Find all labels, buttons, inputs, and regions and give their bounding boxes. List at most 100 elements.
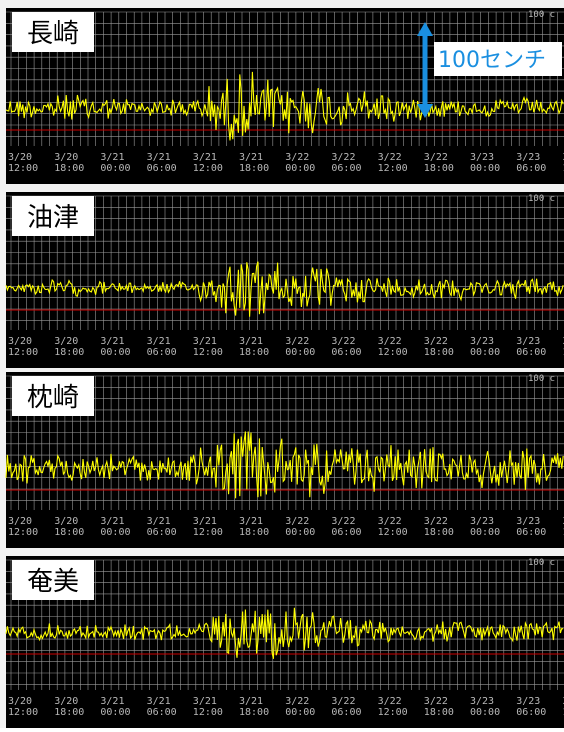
tick-label-time: 00:00 <box>470 527 500 538</box>
tick-label-time: 00:00 <box>100 707 130 718</box>
tick-label-time: 00:00 <box>285 707 315 718</box>
tick-label-time: 18:00 <box>239 347 269 358</box>
tick-label-date: 3/21 <box>239 516 263 527</box>
scale-arrow-group: 100センチ <box>417 22 562 118</box>
tick-label-date: 3/22 <box>424 152 448 163</box>
tick-label-time: 18:00 <box>239 527 269 538</box>
tick-label-time: 00:00 <box>285 163 315 174</box>
tick-label-time: 12:00 <box>562 163 564 174</box>
tick-label-date: 3/22 <box>285 152 309 163</box>
tick-label-time: 06:00 <box>331 707 361 718</box>
tick-label-date: 3/21 <box>100 696 124 707</box>
tick-label-time: 12:00 <box>8 527 38 538</box>
tick-label-time: 00:00 <box>470 707 500 718</box>
tide-signal-line <box>5 71 564 141</box>
tick-label-date: 3/22 <box>424 336 448 347</box>
station-label: 枕崎 <box>27 383 79 413</box>
tick-label-time: 18:00 <box>54 527 84 538</box>
tick-label-time: 12:00 <box>378 347 408 358</box>
tick-label-date: 3/23 <box>470 696 494 707</box>
station-label: 油津 <box>27 203 79 233</box>
tick-label-date: 3/21 <box>100 152 124 163</box>
tick-label-time: 00:00 <box>470 163 500 174</box>
tick-label-date: 3/21 <box>100 516 124 527</box>
tick-label-date: 3/20 <box>8 336 32 347</box>
panel-background <box>6 556 564 728</box>
tick-label-date: 3/23 <box>470 152 494 163</box>
tick-label-date: 3/21 <box>239 696 263 707</box>
tick-label-time: 12:00 <box>378 707 408 718</box>
tick-label-date: 3/22 <box>424 696 448 707</box>
tick-label-time: 00:00 <box>470 347 500 358</box>
tick-label-date: 3/21 <box>193 152 217 163</box>
tick-label-date: 3/20 <box>54 696 78 707</box>
station-label-box <box>12 196 94 236</box>
tick-label-time: 18:00 <box>239 707 269 718</box>
panel-background <box>6 8 564 184</box>
tick-label-date: 3/22 <box>331 696 355 707</box>
tick-label-time: 12:00 <box>8 707 38 718</box>
tick-label-date: 3/23 <box>562 696 564 707</box>
tick-label-date: 3/23 <box>562 152 564 163</box>
tick-label-date: 3/23 <box>470 516 494 527</box>
scale-corner-label: 100 c <box>528 10 555 20</box>
tide-signal-line <box>5 431 564 499</box>
tide-panel: 100 c3/2012:003/2018:003/2100:003/2106:0… <box>5 8 564 184</box>
station-label-box <box>12 376 94 416</box>
tick-label-time: 12:00 <box>562 707 564 718</box>
tick-label-time: 12:00 <box>378 163 408 174</box>
tick-label-date: 3/21 <box>100 336 124 347</box>
tick-label-time: 00:00 <box>100 347 130 358</box>
tick-label-date: 3/21 <box>147 696 171 707</box>
scale-arrow-down-head <box>417 104 433 118</box>
scale-arrow-up-head <box>417 22 433 36</box>
tick-label-date: 3/20 <box>8 696 32 707</box>
tick-label-date: 3/23 <box>516 152 540 163</box>
tick-label-date: 3/21 <box>147 336 171 347</box>
tick-label-time: 06:00 <box>516 527 546 538</box>
tick-label-time: 18:00 <box>424 163 454 174</box>
tick-label-time: 18:00 <box>54 707 84 718</box>
tick-label-time: 06:00 <box>516 707 546 718</box>
tick-label-time: 12:00 <box>8 347 38 358</box>
station-label: 奄美 <box>27 567 79 597</box>
tick-label-date: 3/21 <box>147 516 171 527</box>
scale-label-box <box>434 42 562 76</box>
scale-label: 100センチ <box>438 48 546 73</box>
tick-label-time: 00:00 <box>100 163 130 174</box>
tick-label-time: 18:00 <box>424 707 454 718</box>
tick-label-date: 3/23 <box>516 696 540 707</box>
tick-label-time: 12:00 <box>193 707 223 718</box>
panel-background <box>6 192 564 368</box>
tick-label-date: 3/21 <box>193 516 217 527</box>
tick-label-date: 3/23 <box>516 336 540 347</box>
tide-panel: 100 c3/2012:003/2018:003/2100:003/2106:0… <box>5 556 564 728</box>
tick-label-time: 12:00 <box>562 347 564 358</box>
tick-label-date: 3/22 <box>331 516 355 527</box>
tick-label-date: 3/20 <box>8 516 32 527</box>
scale-corner-label: 100 c <box>528 558 555 568</box>
tick-label-date: 3/23 <box>516 516 540 527</box>
tick-label-date: 3/22 <box>378 152 402 163</box>
tick-label-date: 3/21 <box>147 152 171 163</box>
tick-label-time: 06:00 <box>516 347 546 358</box>
station-label-box <box>12 560 94 600</box>
tick-label-date: 3/22 <box>331 152 355 163</box>
tick-label-time: 12:00 <box>193 163 223 174</box>
tick-label-date: 3/21 <box>239 336 263 347</box>
tick-label-time: 12:00 <box>378 527 408 538</box>
tide-signal-line <box>5 607 564 660</box>
tick-label-time: 06:00 <box>147 347 177 358</box>
tick-label-time: 18:00 <box>424 347 454 358</box>
scale-corner-label: 100 c <box>528 194 555 204</box>
tick-label-time: 06:00 <box>147 707 177 718</box>
tick-label-time: 18:00 <box>239 163 269 174</box>
tick-label-time: 18:00 <box>54 163 84 174</box>
tide-panel: 100 c3/2012:003/2018:003/2100:003/2106:0… <box>5 372 564 548</box>
tick-label-time: 18:00 <box>54 347 84 358</box>
tick-label-time: 18:00 <box>424 527 454 538</box>
tick-label-date: 3/20 <box>8 152 32 163</box>
tick-label-date: 3/22 <box>424 516 448 527</box>
